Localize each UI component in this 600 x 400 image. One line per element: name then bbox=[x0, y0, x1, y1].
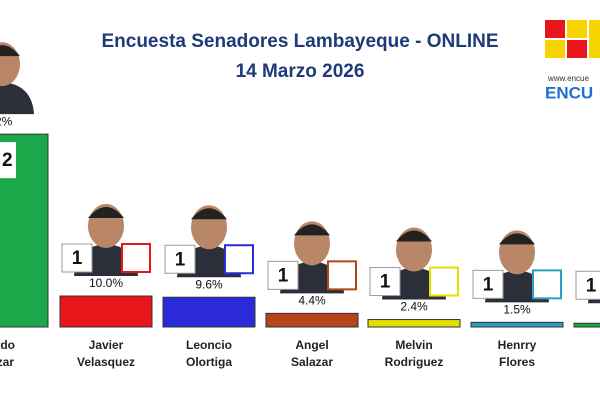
category-label: ardo bbox=[0, 338, 15, 352]
bar bbox=[162, 296, 256, 328]
category-label: Rodriguez bbox=[385, 355, 444, 369]
seat-number: 1 bbox=[72, 248, 83, 269]
category-label: Salazar bbox=[291, 355, 333, 369]
seat-box bbox=[164, 244, 196, 274]
seat-number: 1 bbox=[483, 274, 494, 295]
party-logo bbox=[224, 244, 254, 275]
party-logo bbox=[429, 266, 459, 297]
category-label: Henrry bbox=[498, 338, 537, 352]
seat-box bbox=[369, 267, 401, 297]
seat-box bbox=[267, 260, 299, 290]
seat-number: 1 bbox=[175, 249, 186, 270]
bar bbox=[265, 312, 359, 328]
candidate-photo bbox=[0, 45, 20, 57]
seat-box bbox=[472, 269, 504, 299]
candidate-photo bbox=[499, 233, 535, 245]
party-logo bbox=[327, 260, 357, 291]
seat-number: 1 bbox=[380, 272, 391, 293]
chart-subtitle: 14 Marzo 2026 bbox=[236, 61, 365, 82]
bar bbox=[59, 295, 153, 328]
party-logo bbox=[121, 243, 151, 273]
candidate-photo bbox=[191, 208, 227, 220]
seat-number: 1 bbox=[586, 275, 597, 296]
category-label: Javier bbox=[89, 338, 124, 352]
category-label: Leoncio bbox=[186, 338, 232, 352]
candidate-photo bbox=[396, 230, 432, 242]
value-label: .2% bbox=[0, 114, 13, 128]
seat-number: 2 bbox=[2, 150, 13, 171]
candidate-photo bbox=[294, 224, 330, 236]
seat-box bbox=[0, 142, 16, 179]
category-label: Velasquez bbox=[77, 355, 135, 369]
candidate-photo bbox=[88, 207, 124, 218]
value-label: 10.0% bbox=[89, 276, 123, 290]
category-label: Flores bbox=[499, 355, 535, 369]
bar bbox=[573, 322, 600, 328]
seat-box bbox=[575, 270, 600, 300]
logo-url: www.encue bbox=[547, 74, 589, 83]
value-label: 2.4% bbox=[400, 300, 428, 314]
logo: www.encue ENCU bbox=[545, 20, 600, 102]
value-label: 9.6% bbox=[195, 277, 223, 291]
party-logo bbox=[532, 269, 562, 300]
candidate-photo bbox=[0, 82, 34, 115]
seat-number: 1 bbox=[278, 265, 289, 286]
category-label: azar bbox=[0, 355, 14, 369]
bar bbox=[367, 319, 461, 328]
value-label: 1.5% bbox=[503, 303, 531, 317]
bar bbox=[470, 321, 564, 328]
category-label: Melvin bbox=[395, 338, 432, 352]
seat-box bbox=[61, 243, 93, 273]
category-label: Angel bbox=[295, 338, 328, 352]
value-label: 4.4% bbox=[298, 294, 326, 308]
logo-text: ENCU bbox=[545, 83, 593, 102]
category-label: Olortiga bbox=[186, 355, 232, 369]
chart-title: Encuesta Senadores Lambayeque - ONLINE bbox=[101, 31, 498, 52]
